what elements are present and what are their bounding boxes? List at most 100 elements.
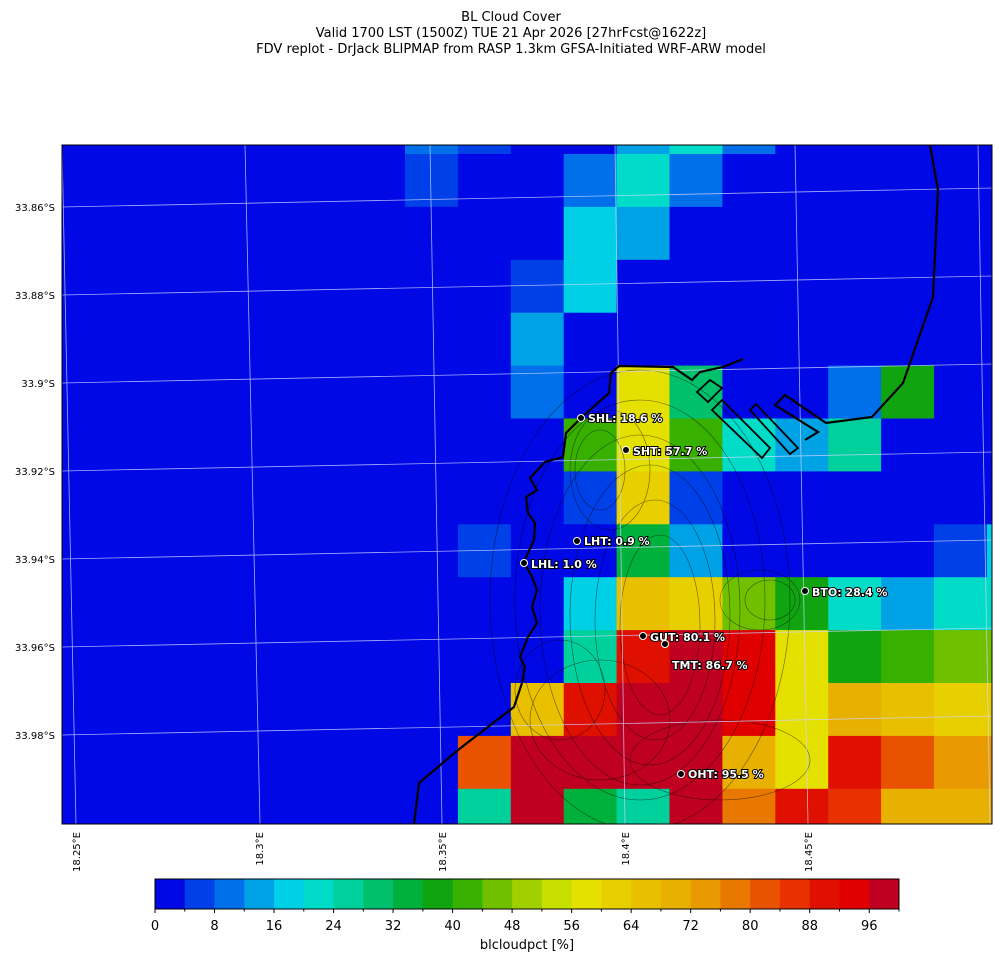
grid-cell xyxy=(986,365,992,420)
latitude-line xyxy=(62,275,992,296)
grid-cell xyxy=(616,735,671,790)
colorbar-swatch xyxy=(482,879,513,909)
grid-cell xyxy=(881,154,935,208)
grid-cell xyxy=(616,312,671,367)
colorbar-swatch xyxy=(839,879,870,909)
grid-cell xyxy=(881,365,935,420)
grid-cell xyxy=(669,259,723,314)
grid-cell xyxy=(881,471,935,525)
station-label: SHL: 18.6 % xyxy=(588,412,662,425)
grid-cell xyxy=(669,735,723,790)
colorbar-swatch xyxy=(601,879,632,909)
grid-cell xyxy=(510,312,565,367)
contour-line xyxy=(594,499,716,741)
colorbar-label: blcloudpct [%] xyxy=(480,938,574,953)
grid-cell xyxy=(510,259,565,314)
longitude-line xyxy=(977,145,991,824)
grid-cell xyxy=(934,418,988,472)
contour-line xyxy=(574,429,626,511)
station-label: SHT: 57.7 % xyxy=(633,445,707,458)
longitude-line xyxy=(62,145,77,824)
grid-cell xyxy=(405,145,459,155)
breakwater xyxy=(710,398,772,460)
grid-cell xyxy=(881,788,935,824)
colorbar-swatch xyxy=(214,879,245,909)
grid-cell xyxy=(881,630,935,684)
cloud-cover-grid xyxy=(62,145,992,824)
grid-cell xyxy=(563,154,618,208)
grid-cell xyxy=(669,683,723,737)
grid-cell xyxy=(457,145,512,155)
colorbar-tick-label: 16 xyxy=(266,919,283,934)
grid-cell xyxy=(563,735,618,790)
grid-cell xyxy=(563,524,618,578)
grid-cell xyxy=(934,735,988,790)
colorbar-swatch xyxy=(631,879,662,909)
grid-cell xyxy=(405,365,459,420)
longitude-labels: 18.25°E 18.3°E 18.35°E 18.4°E 18.45°E xyxy=(72,832,815,872)
grid-cell xyxy=(616,524,671,578)
grid-cell xyxy=(616,418,671,472)
contour-line xyxy=(569,409,651,531)
grid-cell xyxy=(881,145,935,155)
grid-cell xyxy=(828,735,882,790)
grid-cell xyxy=(775,735,829,790)
grid-cell xyxy=(775,418,829,472)
station-label: LHL: 1.0 % xyxy=(531,558,597,571)
colorbar-swatch xyxy=(809,879,840,909)
station-dot xyxy=(520,559,528,567)
contour-line xyxy=(629,719,811,801)
map-frame xyxy=(61,144,993,825)
grid-cell xyxy=(722,577,776,631)
station-dot xyxy=(639,632,647,640)
grid-cell xyxy=(828,145,882,155)
grid-cell xyxy=(828,471,882,525)
grid-cell xyxy=(616,259,671,314)
grid-cell xyxy=(986,312,992,367)
grid-cell xyxy=(616,471,671,525)
grid-cell xyxy=(457,154,512,208)
grid-cell xyxy=(457,788,512,824)
contour-line xyxy=(619,534,701,716)
grid-cell xyxy=(722,312,776,367)
grid-cell xyxy=(563,206,618,261)
grid-cell xyxy=(563,683,618,737)
grid-cell xyxy=(986,145,992,155)
grid-cell xyxy=(405,788,459,824)
grid-cell xyxy=(722,683,776,737)
grid-cell xyxy=(828,577,882,631)
breakwater xyxy=(748,402,800,456)
grid-cell xyxy=(934,471,988,525)
grid-cell xyxy=(828,312,882,367)
grid-cell xyxy=(828,154,882,208)
grid-cell xyxy=(828,630,882,684)
grid-cell xyxy=(616,365,671,420)
station-dot xyxy=(677,770,685,778)
grid-cell xyxy=(986,259,992,314)
grid-cell xyxy=(405,259,459,314)
grid-cell xyxy=(722,735,776,790)
grid-cell xyxy=(616,145,671,155)
latitude-label: 33.92°S xyxy=(15,467,55,478)
grid-cell xyxy=(563,471,618,525)
grid-cell xyxy=(563,145,618,155)
contour-line xyxy=(539,434,741,786)
grid-cell xyxy=(563,630,618,684)
grid-cell xyxy=(510,735,565,790)
longitude-line xyxy=(244,145,261,824)
grid-cell xyxy=(405,312,459,367)
contour-line xyxy=(529,659,671,781)
grid-cell xyxy=(616,788,671,824)
grid-cell xyxy=(563,312,618,367)
grid-cell xyxy=(722,145,776,155)
grid-cell xyxy=(510,145,565,155)
grid-cell xyxy=(986,418,992,472)
grid-cell xyxy=(457,735,512,790)
station-markers: SHL: 18.6 % SHT: 57.7 % LHT: 0.9 % LHL: 1.0… xyxy=(520,411,888,782)
grid-cell xyxy=(934,259,988,314)
longitude-line xyxy=(429,145,443,824)
grid-cell xyxy=(934,365,988,420)
grid-cell xyxy=(616,577,671,631)
grid-cell xyxy=(881,259,935,314)
